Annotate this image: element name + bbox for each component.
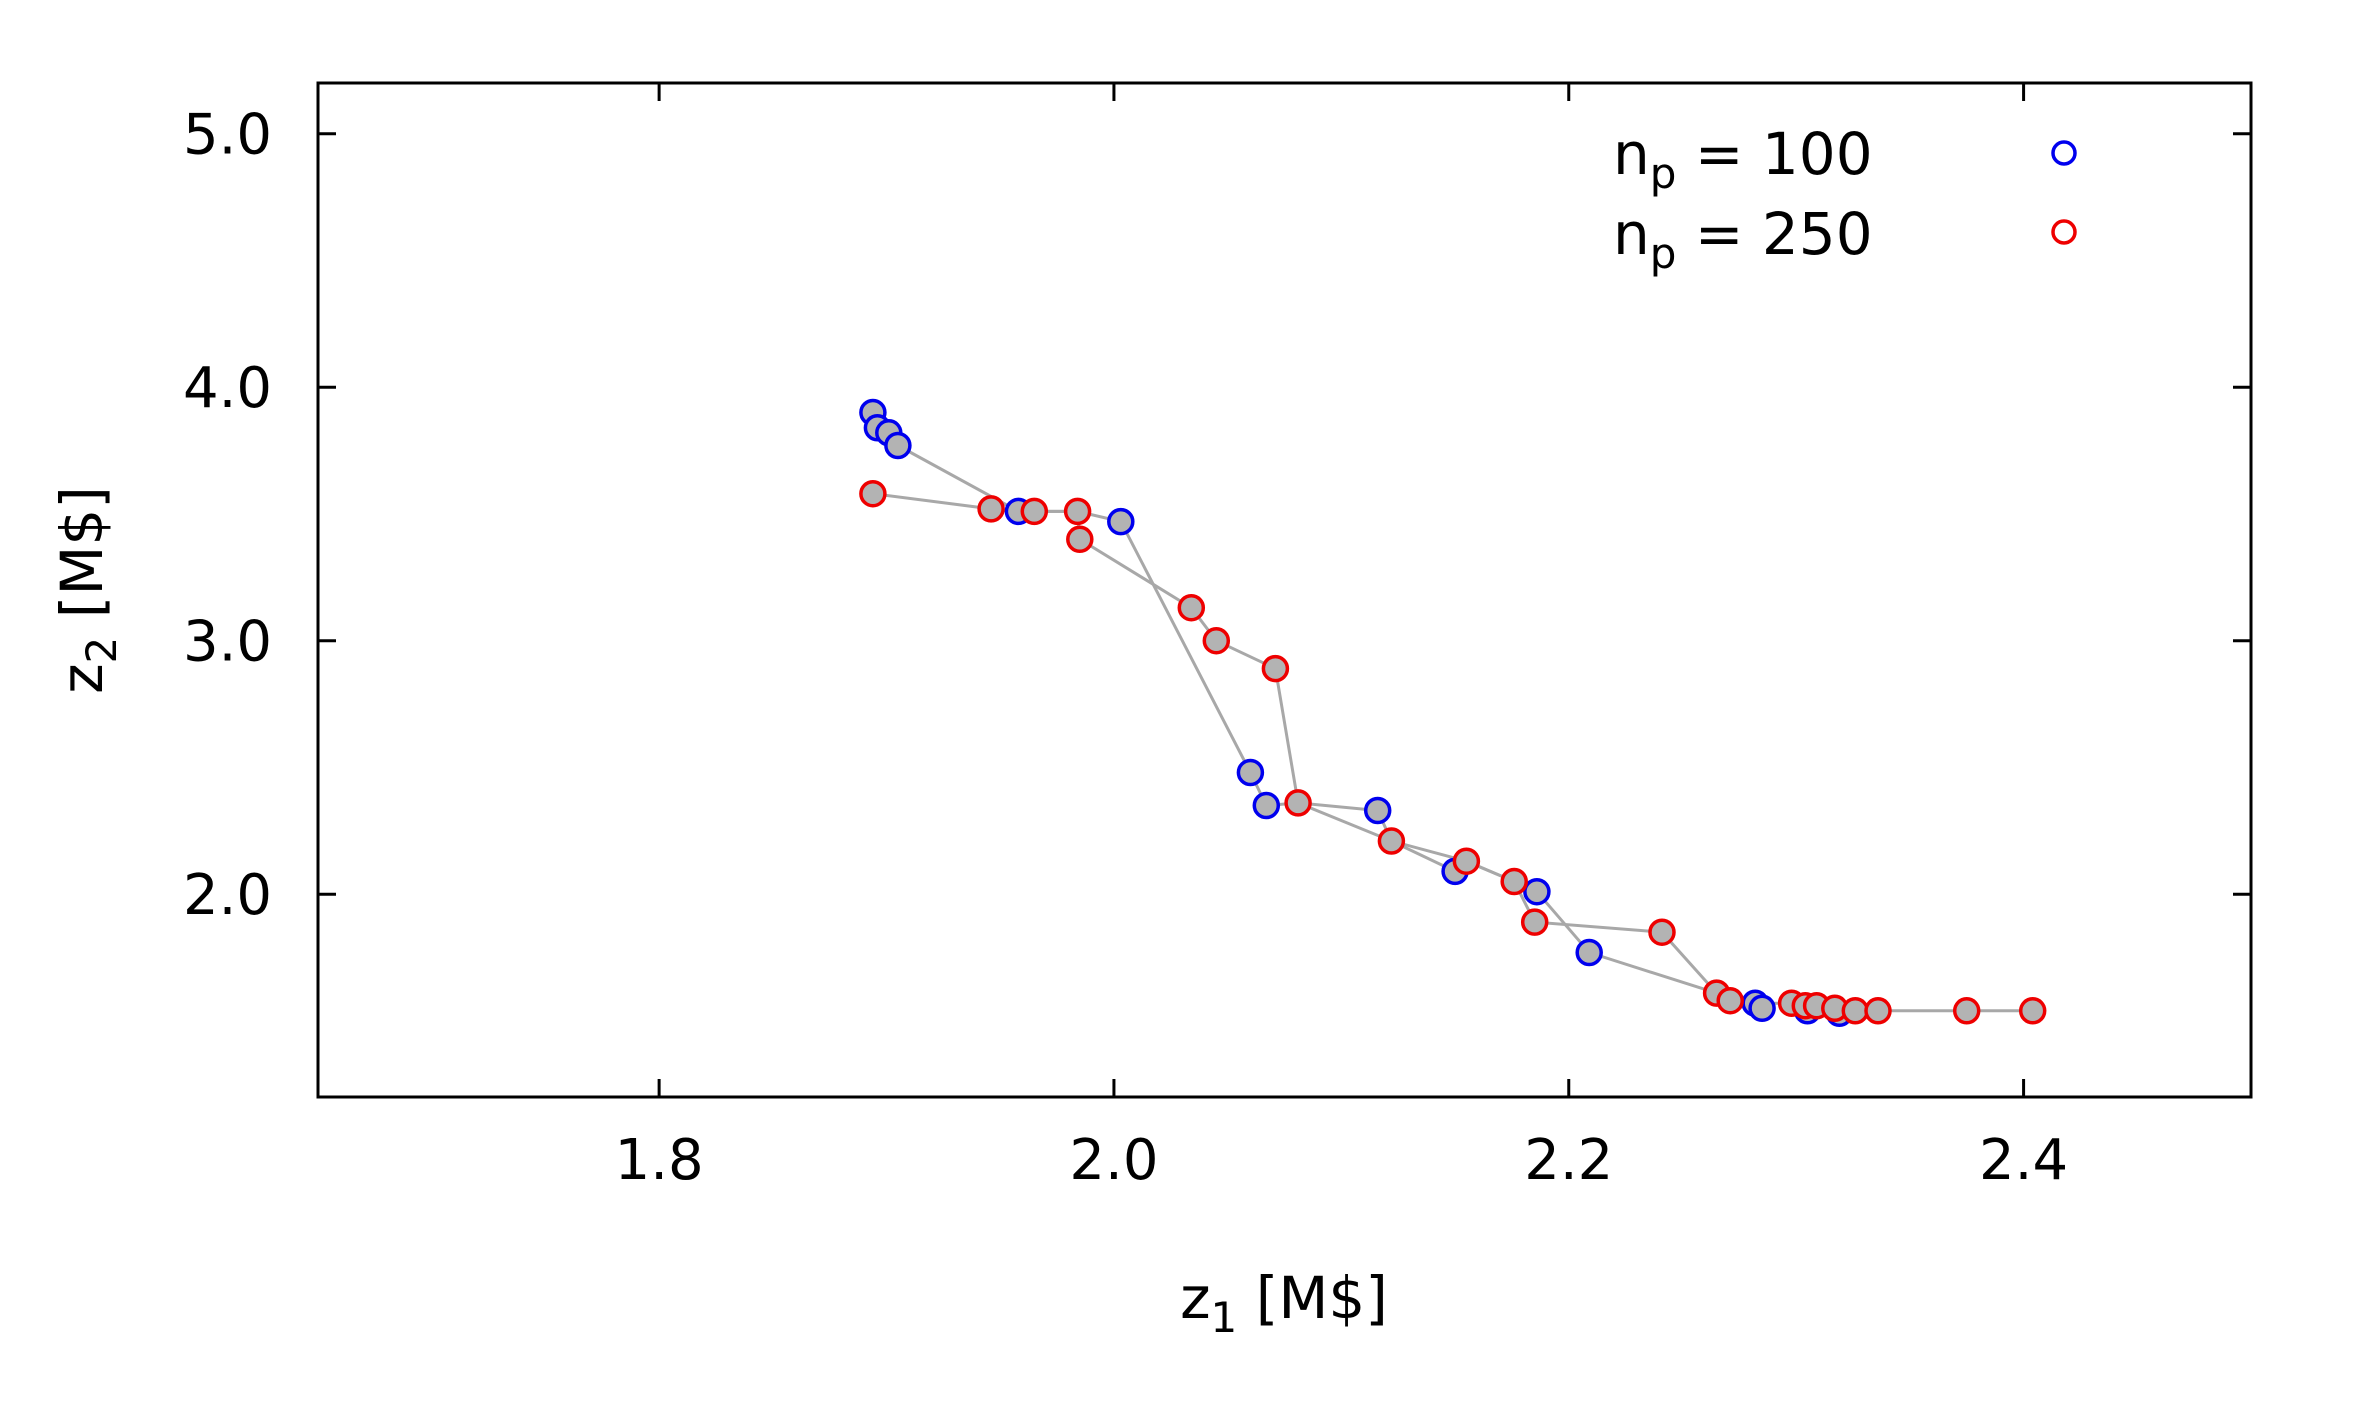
data-point-series-1	[1575, 938, 1603, 967]
data-point-series-2	[1066, 525, 1094, 554]
data-point-series-2	[1202, 626, 1231, 655]
data-point-series-2	[1864, 997, 1892, 1025]
x-tick-label: 2.2	[1524, 1128, 1613, 1193]
data-point-series-2	[1500, 867, 1528, 896]
data-point-series-1	[1363, 796, 1392, 825]
y-tick-label: 5.0	[183, 103, 272, 168]
data-point-series-2	[1020, 497, 1049, 526]
data-point-series-2	[859, 479, 887, 508]
legend-marker-np100	[2051, 140, 2077, 166]
data-point-series-2	[1377, 827, 1406, 855]
connector-lines	[872, 444, 2033, 1013]
data-point-series-2	[1177, 593, 1206, 622]
axis-tick-labels: 1.8 2.0 2.2 2.4 2.0 3.0 4.0 5.0	[183, 103, 2068, 1193]
data-points	[859, 398, 2047, 1028]
secondary-line	[897, 444, 1718, 995]
data-point-series-2	[2018, 997, 2047, 1025]
data-point-series-2	[1452, 847, 1481, 875]
legend: np = 100 np = 250	[1613, 120, 2077, 278]
data-point-series-2	[1648, 918, 1676, 946]
y-tick-label: 3.0	[183, 610, 272, 675]
legend-marker-np250	[2051, 219, 2077, 245]
y-axis-title: z2 [M$]	[48, 486, 126, 694]
legend-label-np250: np = 250	[1613, 200, 1873, 278]
data-point-series-1	[1523, 877, 1551, 906]
data-point-series-2	[1841, 997, 1870, 1025]
front-line	[872, 492, 2033, 1013]
x-axis-title: z1 [M$]	[1180, 1264, 1388, 1342]
data-point-series-2	[1952, 997, 1981, 1025]
data-point-series-2	[1716, 986, 1744, 1015]
data-point-series-1	[1252, 791, 1281, 820]
data-point-series-2	[1284, 789, 1312, 817]
data-point-series-2	[1261, 654, 1290, 683]
axis-ticks	[318, 83, 2251, 1097]
x-tick-label: 2.0	[1069, 1128, 1158, 1193]
data-point-series-1	[1748, 994, 1776, 1023]
plot-frame	[316, 81, 2253, 1099]
legend-label-np100: np = 100	[1613, 120, 1873, 198]
x-tick-label: 1.8	[615, 1128, 704, 1193]
x-tick-label: 2.4	[1979, 1128, 2068, 1193]
y-tick-label: 4.0	[183, 356, 272, 421]
data-point-series-1	[884, 431, 912, 460]
data-point-series-2	[977, 495, 1005, 523]
data-point-series-2	[1520, 908, 1549, 936]
data-point-series-1	[1107, 507, 1135, 536]
y-tick-label: 2.0	[183, 863, 272, 928]
data-point-series-1	[1236, 758, 1265, 787]
data-point-series-2	[1063, 497, 1092, 526]
